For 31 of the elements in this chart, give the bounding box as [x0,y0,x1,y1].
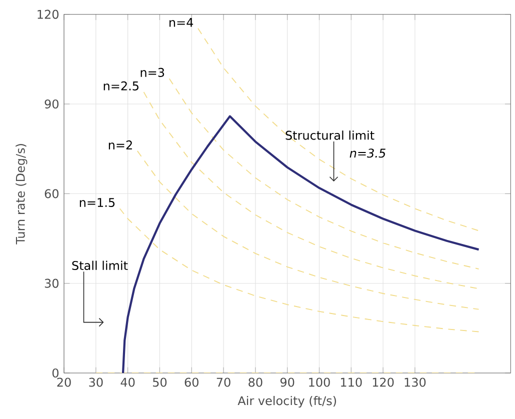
y-axis-title: Turn rate (Deg/s) [16,144,28,244]
annotation: Stall limit [72,260,128,270]
series-label: n=2.5 [104,81,138,90]
y-tick-label: 90 [44,99,58,109]
line-series [198,28,480,232]
x-tick-label: 20 [57,378,71,387]
x-axis-title: Air velocity (ft/s) [238,396,336,408]
x-tick-label: 60 [184,378,198,387]
annotation: Structural limit [286,130,374,140]
x-tick-label: 90 [280,378,294,387]
x-tick-label: 120 [372,378,394,387]
x-tick-label: 130 [404,378,426,387]
y-tick-label: 60 [44,189,58,198]
series-label: n=1.5 [80,198,115,208]
x-tick-label: 30 [89,378,103,387]
x-tick-label: 70 [216,378,230,387]
line-series [168,78,480,270]
line-series [136,150,480,310]
series-label: n=4 [170,18,194,27]
y-tick-label: 120 [38,10,58,19]
x-tick-label: 110 [341,378,362,387]
x-tick-label: 100 [309,378,330,387]
annotation: n=3.5 [350,148,386,158]
x-tick-label: 80 [248,378,262,387]
x-tick-label: 40 [120,378,135,387]
y-tick-label: 30 [44,278,58,288]
x-tick-label: 50 [153,378,167,387]
series-label: n=3 [140,68,164,77]
series-label: n=2 [108,140,132,150]
y-tick-label: 0 [52,368,58,378]
line-series [143,92,480,290]
